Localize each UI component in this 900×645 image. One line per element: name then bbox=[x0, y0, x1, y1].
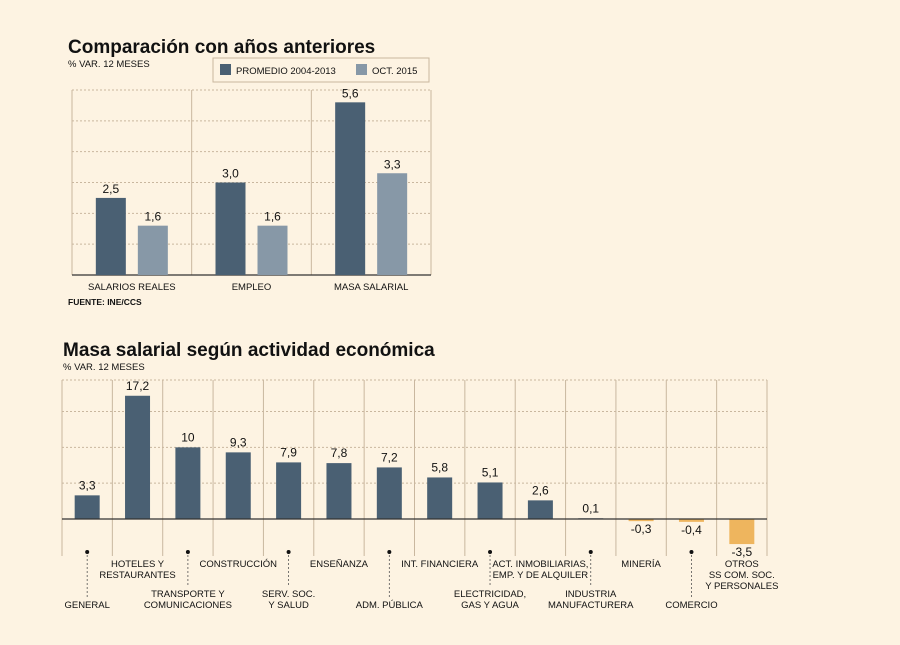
bar-promedio bbox=[215, 182, 246, 275]
bar bbox=[74, 495, 100, 519]
bar-value-label: 3,3 bbox=[384, 157, 401, 171]
bar bbox=[225, 452, 251, 519]
bar bbox=[527, 500, 553, 519]
bar bbox=[729, 519, 755, 545]
category-label: COMERCIO bbox=[665, 600, 717, 611]
leader-dot bbox=[85, 550, 90, 554]
chart1-title: Comparación con años anteriores bbox=[68, 37, 375, 58]
bar-value-label: 3,3 bbox=[79, 478, 96, 492]
legend-label-oct: OCT. 2015 bbox=[372, 66, 417, 77]
bar-value-label: 1,6 bbox=[264, 210, 281, 224]
category-label: TRANSPORTE Y bbox=[151, 589, 225, 600]
chart1-source: FUENTE: INE/CCS bbox=[68, 297, 142, 307]
category-label: INT. FINANCIERA bbox=[401, 559, 479, 570]
bar-oct bbox=[137, 225, 168, 275]
bar-value-label: -0,4 bbox=[681, 523, 702, 537]
bar-promedio bbox=[95, 197, 126, 275]
leader-dot bbox=[185, 550, 190, 554]
leader-dot bbox=[488, 550, 493, 554]
bar bbox=[678, 519, 704, 522]
category-label: SALARIOS REALES bbox=[88, 282, 176, 293]
bar-value-label: 2,5 bbox=[102, 182, 119, 196]
category-label: SERV. SOC. bbox=[262, 589, 315, 600]
bar bbox=[427, 477, 453, 519]
bar bbox=[175, 447, 201, 519]
bar-promedio bbox=[335, 102, 366, 275]
bar-value-label: 7,9 bbox=[280, 445, 297, 459]
category-label: ENSEÑANZA bbox=[310, 559, 369, 570]
bar-value-label: 17,2 bbox=[126, 379, 150, 393]
category-label: CONSTRUCCIÓN bbox=[199, 559, 277, 570]
bar-value-label: 3,0 bbox=[222, 167, 239, 181]
chart2-title: Masa salarial según actividad económica bbox=[63, 340, 435, 361]
bar bbox=[628, 519, 654, 522]
bar bbox=[326, 463, 352, 519]
legend-swatch-oct bbox=[356, 64, 367, 75]
chart1-subtitle: % VAR. 12 MESES bbox=[68, 59, 150, 70]
bar-value-label: 5,6 bbox=[342, 86, 359, 100]
bar-oct bbox=[257, 225, 288, 275]
category-label: GAS Y AGUA bbox=[461, 600, 519, 611]
category-label: COMUNICACIONES bbox=[144, 600, 232, 611]
bar bbox=[276, 462, 302, 519]
bar-value-label: 0,1 bbox=[582, 501, 599, 515]
bar-value-label: 1,6 bbox=[144, 210, 161, 224]
category-label: ADM. PÚBLICA bbox=[356, 600, 424, 611]
leader-dot bbox=[588, 550, 593, 554]
bar-value-label: 10 bbox=[181, 430, 195, 444]
bar-value-label: 7,2 bbox=[381, 450, 398, 464]
category-label: HOTELES Y bbox=[111, 559, 165, 570]
bar-value-label: -3,5 bbox=[731, 545, 752, 559]
bar bbox=[376, 467, 402, 519]
bar bbox=[125, 395, 151, 519]
bar-value-label: 5,1 bbox=[482, 465, 499, 479]
leader-dot bbox=[286, 550, 291, 554]
category-label: SS COM. SOC. bbox=[709, 570, 775, 581]
category-label: MANUFACTURERA bbox=[548, 600, 634, 611]
bar-value-label: -0,3 bbox=[631, 522, 652, 536]
category-label: INDUSTRIA bbox=[565, 589, 617, 600]
legend-frame bbox=[212, 57, 430, 83]
bar-value-label: 5,8 bbox=[431, 460, 448, 474]
chart1-legend: PROMEDIO 2004-2013 OCT. 2015 bbox=[212, 57, 430, 83]
bar-oct bbox=[377, 173, 408, 275]
bar-value-label: 2,6 bbox=[532, 483, 549, 497]
bar-value-label: 7,8 bbox=[331, 446, 348, 460]
category-label: MINERÍA bbox=[621, 559, 661, 570]
category-label: ACT. INMOBILIARIAS, bbox=[492, 559, 588, 570]
chart2-subtitle: % VAR. 12 MESES bbox=[63, 362, 145, 373]
category-label: RESTAURANTES bbox=[99, 570, 175, 581]
category-label: EMP. Y DE ALQUILER bbox=[493, 570, 589, 581]
category-label: Y SALUD bbox=[268, 600, 309, 611]
chart1-plot: 2,5 1,6 SALARIOS REALES 3,0 1,6 EMPLEO 5,6 3,3 M… bbox=[71, 86, 432, 293]
legend-label-promedio: PROMEDIO 2004-2013 bbox=[236, 66, 336, 77]
category-label: Y PERSONALES bbox=[705, 581, 778, 592]
category-label: OTROS bbox=[725, 559, 759, 570]
category-label: ELECTRICIDAD, bbox=[454, 589, 526, 600]
bar-value-label: 9,3 bbox=[230, 435, 247, 449]
legend-swatch-promedio bbox=[220, 64, 231, 75]
category-label: MASA SALARIAL bbox=[334, 282, 408, 293]
bar bbox=[477, 482, 503, 519]
leader-dot bbox=[689, 550, 694, 554]
leader-dot bbox=[387, 550, 392, 554]
category-label: EMPLEO bbox=[232, 282, 272, 293]
category-label: GENERAL bbox=[64, 600, 109, 611]
